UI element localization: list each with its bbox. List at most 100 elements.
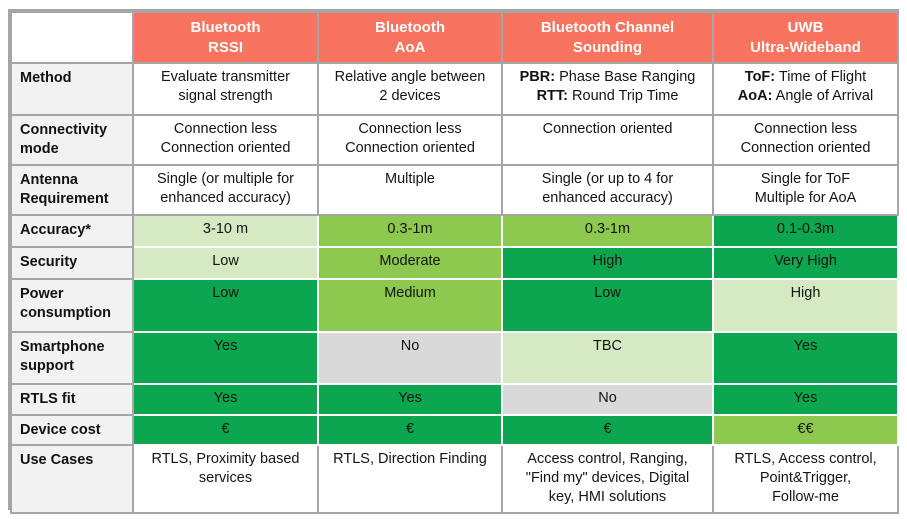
cell-text-line: Connection oriented <box>740 140 871 157</box>
cell-text-line: High <box>790 285 821 301</box>
cell-text-line: 0.1-0.3m <box>776 221 835 237</box>
cell-text-line: ToF: Time of Flight <box>744 69 867 85</box>
cell-text-line: enhanced accuracy) <box>542 190 673 207</box>
cell-text-line: Yes <box>793 338 818 354</box>
row-label-connectivity-mode: Connectivity mode <box>10 114 134 166</box>
cell-text-line: Connection oriented <box>542 121 673 137</box>
row-label-accuracy: Accuracy* <box>10 214 134 248</box>
cell-use-cases-bluetooth-aoa: RTLS, Direction Finding <box>317 444 503 514</box>
cell-text-line: No <box>400 338 420 354</box>
cell-text-line: € <box>221 421 230 437</box>
table-row-antenna-requirement: Antenna Requirement Single (or multiple fo… <box>10 164 899 216</box>
cell-method-bluetooth-channel-sounding: PBR: Phase Base Ranging RTT: Round Trip T… <box>501 62 714 116</box>
cell-smartphone-support-bluetooth-rssi: Yes <box>132 331 319 385</box>
row-label-smartphone-support: Smartphone support <box>10 331 134 385</box>
cell-text-line: RTLS, Direction Finding <box>333 451 487 468</box>
row-label-device-cost: Device cost <box>10 413 134 447</box>
table-row-device-cost: Device cost € € € €€ <box>10 413 899 447</box>
cell-text-line: Single (or up to 4 for <box>541 171 674 187</box>
cell-text-line: No <box>598 390 617 406</box>
cell-rtls-fit-bluetooth-channel-sounding: No <box>501 383 714 416</box>
table-row-rtls-fit: RTLS fit Yes Yes No Yes <box>10 383 899 416</box>
header-cell-bluetooth-aoa: Bluetooth AoA <box>317 11 503 64</box>
cell-text-line: Requirement <box>20 191 109 208</box>
cell-text-line: TBC <box>593 338 622 354</box>
cell-text-line: Relative angle between <box>334 69 486 85</box>
row-label-rtls-fit: RTLS fit <box>10 383 134 416</box>
cell-antenna-requirement-uwb: Single for ToF Multiple for AoA <box>712 164 899 216</box>
cell-accuracy-bluetooth-aoa: 0.3-1m <box>317 214 503 248</box>
cell-text-line: Sounding <box>572 38 643 56</box>
row-label-method: Method <box>10 62 134 116</box>
cell-text-line: Connection less <box>358 121 462 137</box>
cell-text-line: Antenna <box>20 172 78 188</box>
cell-text-line: Power <box>20 286 64 302</box>
cell-text-line: Smartphone <box>20 339 105 355</box>
cell-security-bluetooth-channel-sounding: High <box>501 246 714 280</box>
cell-text-line: RTT: Round Trip Time <box>536 88 679 105</box>
cell-connectivity-mode-bluetooth-rssi: Connection less Connection oriented <box>132 114 319 166</box>
cell-smartphone-support-bluetooth-aoa: No <box>317 331 503 385</box>
cell-rtls-fit-bluetooth-rssi: Yes <box>132 383 319 416</box>
cell-rtls-fit-uwb: Yes <box>712 383 899 416</box>
cell-text-line: Low <box>212 285 239 301</box>
cell-text-line: Connection oriented <box>345 140 475 157</box>
cell-text-line: RSSI <box>207 38 243 56</box>
cell-text-line: Multiple <box>385 171 435 187</box>
cell-power-consumption-bluetooth-aoa: Medium <box>317 278 503 333</box>
cell-text-line: Point&Trigger, <box>759 470 852 487</box>
table-row-security: Security Low Moderate High Very High <box>10 246 899 280</box>
cell-text-line: support <box>20 358 74 375</box>
cell-smartphone-support-uwb: Yes <box>712 331 899 385</box>
cell-text-line: Moderate <box>379 253 441 269</box>
cell-text-line: Method <box>20 70 72 86</box>
cell-text-line: AoA <box>394 38 426 56</box>
comparison-table-body: Bluetooth RSSI Bluetooth AoA Bluetooth Chann… <box>10 11 899 514</box>
cell-text-line: 0.3-1m <box>584 221 631 237</box>
table-row-accuracy: Accuracy* 3-10 m 0.3-1m 0.3-1m 0.1-0.3m <box>10 214 899 248</box>
row-label-security: Security <box>10 246 134 280</box>
cell-device-cost-uwb: €€ <box>712 413 899 447</box>
cell-text-line: mode <box>20 141 59 158</box>
cell-text-line: Ultra-Wideband <box>750 38 861 56</box>
table-row-use-cases: Use Cases RTLS, Proximity based services RT… <box>10 444 899 514</box>
cell-use-cases-bluetooth-channel-sounding: Access control, Ranging, "Find my" device… <box>501 444 714 514</box>
cell-text-line: Single (or multiple for <box>157 171 294 187</box>
cell-text-line: Yes <box>213 390 238 406</box>
cell-security-bluetooth-aoa: Moderate <box>317 246 503 280</box>
cell-use-cases-bluetooth-rssi: RTLS, Proximity based services <box>132 444 319 514</box>
cell-accuracy-uwb: 0.1-0.3m <box>712 214 899 248</box>
cell-text-line: € <box>603 421 612 437</box>
corner-cell <box>10 11 134 64</box>
cell-device-cost-bluetooth-channel-sounding: € <box>501 413 714 447</box>
cell-power-consumption-bluetooth-channel-sounding: Low <box>501 278 714 333</box>
comparison-table: Bluetooth RSSI Bluetooth AoA Bluetooth Chann… <box>10 11 899 514</box>
cell-power-consumption-uwb: High <box>712 278 899 333</box>
cell-method-bluetooth-rssi: Evaluate transmitter signal strength <box>132 62 319 116</box>
cell-text-line: Evaluate transmitter <box>161 69 290 85</box>
cell-text-line: services <box>198 470 253 487</box>
cell-power-consumption-bluetooth-rssi: Low <box>132 278 319 333</box>
cell-device-cost-bluetooth-rssi: € <box>132 413 319 447</box>
cell-text-line: Bluetooth <box>375 18 445 36</box>
cell-text-line: Bluetooth Channel <box>540 18 675 36</box>
cell-text-line: Use Cases <box>20 452 94 469</box>
table-row-method: Method Evaluate transmitter signal strengt… <box>10 62 899 116</box>
cell-text-line: Low <box>594 285 621 301</box>
cell-accuracy-bluetooth-rssi: 3-10 m <box>132 214 319 248</box>
cell-antenna-requirement-bluetooth-channel-sounding: Single (or up to 4 for enhanced accuracy) <box>501 164 714 216</box>
cell-text-line: Accuracy* <box>20 222 91 238</box>
cell-text-line: signal strength <box>178 88 273 105</box>
cell-text-line: € <box>405 421 415 437</box>
cell-text-line: AoA: Angle of Arrival <box>737 88 874 105</box>
cell-text-line: RTLS fit <box>20 391 76 407</box>
cell-text-line: 0.3-1m <box>387 221 433 237</box>
cell-accuracy-bluetooth-channel-sounding: 0.3-1m <box>501 214 714 248</box>
cell-security-uwb: Very High <box>712 246 899 280</box>
cell-smartphone-support-bluetooth-channel-sounding: TBC <box>501 331 714 385</box>
table-row-connectivity-mode: Connectivity mode Connection less Connectio… <box>10 114 899 166</box>
cell-text-line: "Find my" devices, Digital <box>525 470 690 487</box>
cell-text-line: 2 devices <box>379 88 441 105</box>
header-cell-bluetooth-rssi: Bluetooth RSSI <box>132 11 319 64</box>
